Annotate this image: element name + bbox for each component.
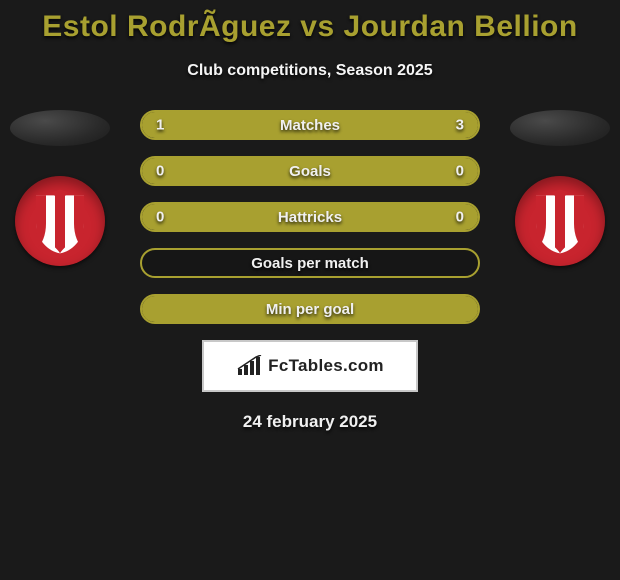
player-right-column: [505, 110, 615, 266]
stat-val-right: 0: [456, 209, 464, 226]
brand-text: FcTables.com: [268, 356, 384, 376]
page-title: Estol RodrÃ­guez vs Jourdan Bellion: [0, 0, 620, 44]
stat-label: Min per goal: [266, 301, 354, 318]
subtitle: Club competitions, Season 2025: [0, 62, 620, 80]
stat-row: 0 0 Goals: [140, 156, 480, 186]
bar-chart-icon: [236, 355, 262, 377]
player-left-club-badge: [15, 176, 105, 266]
stat-val-left: 0: [156, 163, 164, 180]
stat-val-left: 1: [156, 117, 164, 134]
stat-val-right: 3: [456, 117, 464, 134]
stat-fill-right: [226, 112, 478, 138]
shield-icon: [532, 189, 588, 255]
stat-row: 1 3 Matches: [140, 110, 480, 140]
stat-row: Min per goal: [140, 294, 480, 324]
stat-fill-left: [142, 112, 226, 138]
shield-icon: [32, 189, 88, 255]
player-right-head-placeholder: [510, 110, 610, 146]
stat-val-right: 0: [456, 163, 464, 180]
date-label: 24 february 2025: [0, 412, 620, 432]
player-right-club-badge: [515, 176, 605, 266]
stat-val-left: 0: [156, 209, 164, 226]
comparison-panel: 1 3 Matches 0 0 Goals 0 0 Hattricks Goals per mat…: [0, 110, 620, 432]
stat-label: Matches: [280, 117, 340, 134]
stat-label: Goals per match: [251, 255, 369, 272]
brand-box[interactable]: FcTables.com: [202, 340, 418, 392]
stat-row: 0 0 Hattricks: [140, 202, 480, 232]
player-left-column: [5, 110, 115, 266]
player-left-head-placeholder: [10, 110, 110, 146]
stat-label: Hattricks: [278, 209, 342, 226]
stat-row: Goals per match: [140, 248, 480, 278]
stat-label: Goals: [289, 163, 331, 180]
stat-rows: 1 3 Matches 0 0 Goals 0 0 Hattricks Goals per mat…: [140, 110, 480, 324]
